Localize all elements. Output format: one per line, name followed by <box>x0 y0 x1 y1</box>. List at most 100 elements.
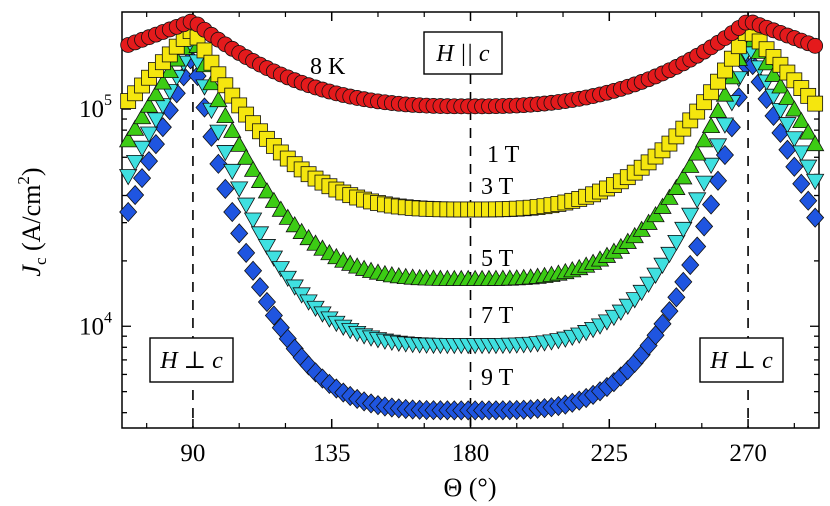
data-point <box>216 106 235 124</box>
data-point <box>785 131 804 148</box>
x-axis-label: Θ (°) <box>444 473 497 502</box>
x-tick-label: 180 <box>452 440 490 467</box>
data-point <box>278 208 297 225</box>
data-point <box>202 73 221 91</box>
x-tick-label: 225 <box>591 440 629 467</box>
data-point <box>785 100 804 117</box>
x-tick-label: 135 <box>313 440 351 467</box>
data-point <box>694 175 714 192</box>
data-point <box>674 221 693 239</box>
data-point <box>646 205 665 223</box>
data-point <box>681 156 700 173</box>
y-axis-unit: (A/cm <box>17 185 46 251</box>
data-point <box>250 226 270 243</box>
data-point <box>223 121 242 138</box>
data-point <box>667 178 686 195</box>
data-point <box>660 246 679 264</box>
label-text: H || c <box>435 41 490 67</box>
label-box <box>149 337 234 383</box>
chart-labels: 8 K 1 T 3 T 5 T 7 T 9 T Θ (°) Jc (A/cm2) <box>14 54 520 502</box>
data-point <box>687 144 707 161</box>
y-axis-sup: 2 <box>14 176 33 185</box>
data-point <box>667 287 686 308</box>
data-point <box>230 181 249 198</box>
data-point <box>271 200 291 217</box>
data-point <box>209 124 228 141</box>
data-point <box>230 135 249 152</box>
series-label-5T: 5 T <box>481 246 514 272</box>
data-point <box>701 157 721 174</box>
reference-line-label: H ⊥ c <box>699 337 784 383</box>
y-tick-label: 105 <box>79 92 112 123</box>
data-point <box>139 126 159 143</box>
data-point <box>792 145 811 162</box>
data-point <box>146 84 166 102</box>
data-point <box>646 267 665 284</box>
data-point <box>708 170 728 191</box>
x-tick-label: 90 <box>180 440 205 467</box>
data-point <box>708 101 728 118</box>
data-point <box>708 138 728 155</box>
data-point <box>244 260 263 281</box>
data-point <box>264 305 283 326</box>
y-axis-close: ) <box>17 167 46 176</box>
data-point <box>133 167 152 189</box>
data-point <box>236 197 256 214</box>
label-box <box>423 31 503 75</box>
series-label-7T: 7 T <box>481 303 514 329</box>
data-point <box>778 117 797 134</box>
data-point <box>702 194 721 215</box>
data-point <box>639 276 658 293</box>
data-point <box>778 88 797 105</box>
reference-line-label: H || c <box>423 31 503 75</box>
data-point <box>264 191 284 208</box>
data-point <box>807 95 824 112</box>
data-point <box>805 173 825 191</box>
data-point <box>632 284 651 302</box>
data-point <box>126 184 145 206</box>
label-text: H ⊥ c <box>159 348 223 374</box>
data-point <box>799 123 818 140</box>
data-point <box>715 117 735 134</box>
data-point <box>694 131 714 148</box>
temperature-label: 8 K <box>310 54 346 80</box>
data-point <box>660 188 679 205</box>
data-markers <box>118 13 825 421</box>
data-point <box>799 159 818 176</box>
data-point <box>785 156 804 177</box>
data-point <box>216 145 235 162</box>
data-point <box>792 111 811 129</box>
data-point <box>146 112 166 129</box>
y-tick-label: 104 <box>79 309 112 340</box>
data-point <box>799 190 818 211</box>
data-point <box>688 236 707 257</box>
x-tick-label: 270 <box>729 440 767 467</box>
data-point <box>625 292 644 309</box>
data-point <box>257 291 276 313</box>
reference-line-label: H ⊥ c <box>149 337 234 383</box>
data-point <box>687 192 707 209</box>
data-point <box>653 257 672 275</box>
data-point <box>132 140 152 157</box>
data-point <box>807 37 824 54</box>
data-point <box>764 65 783 82</box>
y-axis-label: Jc (A/cm2) <box>14 167 50 276</box>
data-point <box>264 250 284 267</box>
data-point <box>118 169 138 186</box>
data-point <box>805 134 825 152</box>
data-point <box>674 271 693 292</box>
data-point <box>125 154 145 172</box>
data-point <box>160 61 179 78</box>
y-axis-sub: c <box>31 257 50 265</box>
data-point <box>153 73 173 90</box>
data-point <box>278 270 297 288</box>
data-point <box>125 119 145 136</box>
label-text: H ⊥ c <box>709 348 773 374</box>
data-point <box>695 216 714 237</box>
data-point <box>119 201 138 223</box>
data-point <box>230 223 249 244</box>
data-point <box>806 207 825 228</box>
data-point <box>257 182 277 199</box>
y-axis-symbol: J <box>17 264 46 277</box>
